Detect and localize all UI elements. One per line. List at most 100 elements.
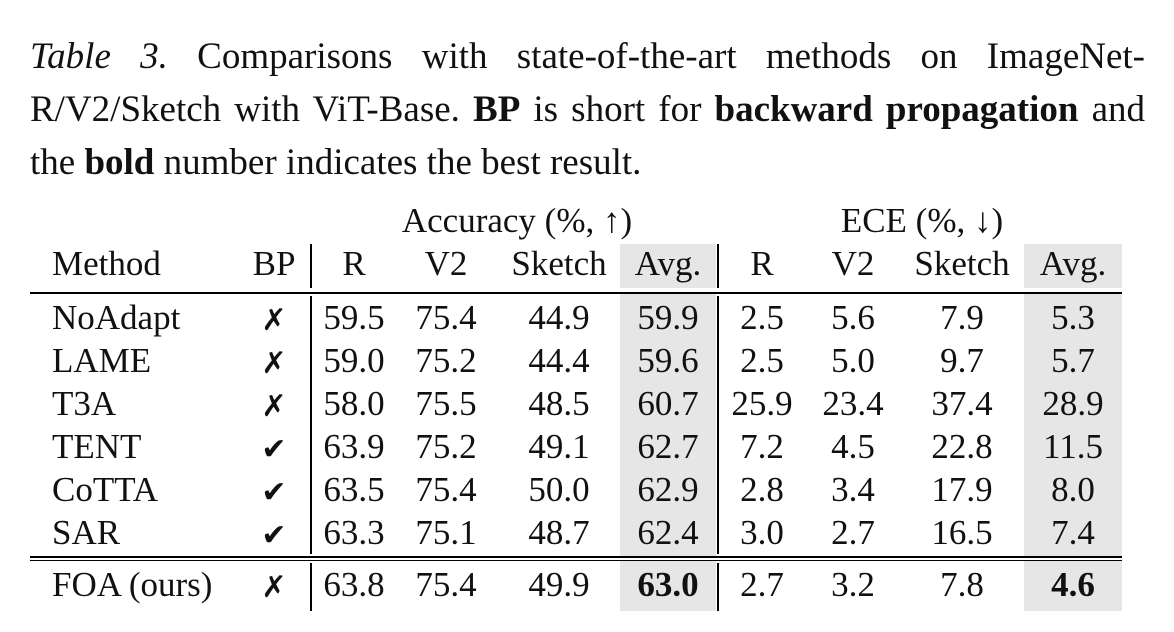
table-cell: 7.4 bbox=[1051, 513, 1095, 552]
table-cell: 63.3 bbox=[323, 513, 385, 552]
bp-mark: ✗ bbox=[261, 570, 287, 605]
table-cell: 75.5 bbox=[415, 384, 477, 423]
table-cell: 49.9 bbox=[528, 565, 590, 604]
table-cell: 63.5 bbox=[323, 470, 385, 509]
avg-column-shade bbox=[1024, 294, 1122, 556]
table-cell: 59.0 bbox=[323, 341, 385, 380]
table-cell: 44.4 bbox=[528, 341, 590, 380]
bp-mark: ✗ bbox=[261, 389, 287, 424]
table-cell: 75.2 bbox=[415, 427, 477, 466]
table-cell: 62.4 bbox=[637, 513, 699, 552]
caption-label: Table 3. bbox=[30, 36, 168, 77]
table-cell: 5.3 bbox=[1051, 298, 1095, 337]
column-header: BP bbox=[252, 244, 296, 283]
column-header: V2 bbox=[831, 244, 875, 283]
method-name: FOA (ours) bbox=[52, 565, 213, 604]
table-cell: 8.0 bbox=[1051, 470, 1095, 509]
table-cell: 5.6 bbox=[831, 298, 875, 337]
column-header: Method bbox=[52, 244, 161, 283]
table-cell: 63.9 bbox=[323, 427, 385, 466]
table-cell: 11.5 bbox=[1043, 427, 1103, 466]
table-cell: 4.6 bbox=[1051, 565, 1095, 604]
table-cell: 62.7 bbox=[637, 427, 699, 466]
column-header: Avg. bbox=[1039, 244, 1107, 283]
bp-mark: ✗ bbox=[261, 346, 287, 381]
table-cell: 63.8 bbox=[323, 565, 385, 604]
table-cell: 28.9 bbox=[1042, 384, 1104, 423]
table-cell: 22.8 bbox=[931, 427, 993, 466]
table-cell: 63.0 bbox=[637, 565, 699, 604]
avg-ours-shade bbox=[620, 561, 716, 611]
table-cell: 9.7 bbox=[940, 341, 984, 380]
avg-column-shade bbox=[620, 294, 716, 556]
caption-bold-word: bold bbox=[84, 142, 155, 183]
ece-group-header: ECE (%, ↓) bbox=[840, 201, 1004, 240]
table-cell: 2.5 bbox=[740, 341, 784, 380]
table-caption: Table 3. Comparisons with state-of-the-a… bbox=[30, 30, 1145, 189]
table-cell: 62.9 bbox=[637, 470, 699, 509]
header-rule bbox=[30, 292, 1122, 294]
table-cell: 75.1 bbox=[415, 513, 477, 552]
table-cell: 25.9 bbox=[731, 384, 793, 423]
method-name: LAME bbox=[52, 341, 152, 380]
table-cell: 16.5 bbox=[931, 513, 993, 552]
bp-mark: ✔ bbox=[261, 432, 287, 467]
ours-rule bbox=[30, 556, 1122, 558]
table-cell: 37.4 bbox=[931, 384, 993, 423]
avg-separator bbox=[717, 563, 719, 611]
table-cell: 4.5 bbox=[831, 427, 875, 466]
avg-ours-shade bbox=[1024, 561, 1122, 611]
ours-rule bbox=[30, 559, 1122, 561]
table-cell: 50.0 bbox=[528, 470, 590, 509]
caption-text: number indicates the best result. bbox=[154, 142, 642, 183]
table-cell: 5.0 bbox=[831, 341, 875, 380]
table-cell: 7.2 bbox=[740, 427, 784, 466]
table-cell: 48.7 bbox=[528, 513, 590, 552]
method-name: T3A bbox=[52, 384, 117, 423]
table-cell: 75.4 bbox=[415, 470, 477, 509]
bp-mark: ✔ bbox=[261, 518, 287, 553]
table-cell: 2.8 bbox=[740, 470, 784, 509]
column-header: Avg. bbox=[634, 244, 702, 283]
bp-mark: ✗ bbox=[261, 303, 287, 338]
caption-bp: BP bbox=[473, 89, 521, 130]
avg-separator bbox=[717, 296, 719, 554]
caption-bp-full: backward propagation bbox=[714, 89, 1079, 130]
table-cell: 44.9 bbox=[528, 298, 590, 337]
accuracy-group-header: Accuracy (%, ↑) bbox=[401, 201, 633, 240]
caption-text: and the bbox=[30, 89, 1145, 183]
table-cell: 2.7 bbox=[740, 565, 784, 604]
table-cell: 58.0 bbox=[323, 384, 385, 423]
table-cell: 59.9 bbox=[637, 298, 699, 337]
bp-mark: ✔ bbox=[261, 475, 287, 510]
caption-text: Comparisons with state-of-the-art method… bbox=[30, 36, 1145, 130]
column-header: Sketch bbox=[511, 244, 607, 283]
avg-separator bbox=[717, 244, 719, 288]
table-cell: 59.5 bbox=[323, 298, 385, 337]
table-cell: 3.2 bbox=[831, 565, 875, 604]
table-cell: 75.4 bbox=[415, 298, 477, 337]
caption-text: is short for bbox=[520, 89, 715, 130]
column-header: Sketch bbox=[914, 244, 1010, 283]
table-cell: 75.4 bbox=[415, 565, 477, 604]
table-cell: 59.6 bbox=[637, 341, 699, 380]
table-cell: 60.7 bbox=[637, 384, 699, 423]
method-name: CoTTA bbox=[52, 470, 159, 509]
column-header: V2 bbox=[424, 244, 468, 283]
column-header: R bbox=[342, 244, 366, 283]
bp-separator bbox=[310, 296, 312, 554]
table-cell: 3.4 bbox=[831, 470, 875, 509]
table-cell: 23.4 bbox=[822, 384, 884, 423]
table-cell: 75.2 bbox=[415, 341, 477, 380]
avg-header-shade bbox=[620, 244, 716, 288]
table-cell: 49.1 bbox=[528, 427, 590, 466]
column-header: R bbox=[750, 244, 774, 283]
table-cell: 48.5 bbox=[528, 384, 590, 423]
table-cell: 2.7 bbox=[831, 513, 875, 552]
method-name: NoAdapt bbox=[52, 298, 181, 337]
bp-separator bbox=[310, 244, 312, 288]
bp-separator bbox=[310, 563, 312, 611]
table-cell: 3.0 bbox=[740, 513, 784, 552]
table-cell: 5.7 bbox=[1051, 341, 1095, 380]
